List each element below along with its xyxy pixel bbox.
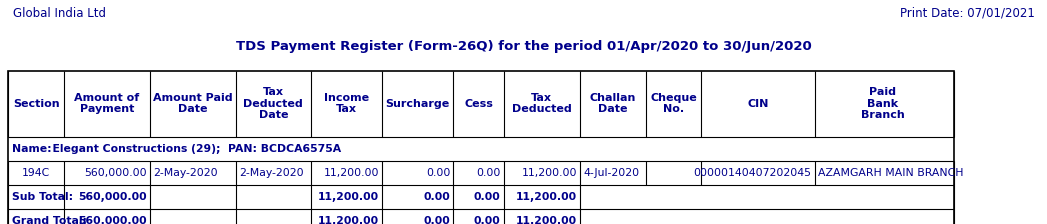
Text: Paid
Bank
Branch: Paid Bank Branch [861, 87, 905, 120]
Text: 0.00: 0.00 [426, 168, 450, 178]
Text: TDS Payment Register (Form-26Q) for the period 01/Apr/2020 to 30/Jun/2020: TDS Payment Register (Form-26Q) for the … [236, 40, 811, 53]
Text: CIN: CIN [748, 99, 768, 109]
Text: Print Date: 07/01/2021: Print Date: 07/01/2021 [899, 7, 1034, 20]
Text: 0.00: 0.00 [476, 168, 500, 178]
Text: Global India Ltd: Global India Ltd [13, 7, 106, 20]
Text: 4-Jul-2020: 4-Jul-2020 [583, 168, 640, 178]
Text: 0.00: 0.00 [423, 215, 450, 224]
Text: Name:: Name: [12, 144, 51, 154]
Text: Elegant Constructions (29);  PAN: BCDCA6575A: Elegant Constructions (29); PAN: BCDCA65… [45, 144, 341, 154]
Text: 560,000.00: 560,000.00 [77, 192, 147, 202]
Text: Income
Tax: Income Tax [324, 93, 370, 114]
Text: Tax
Deducted
Date: Tax Deducted Date [243, 87, 304, 120]
Text: Sub Total:: Sub Total: [12, 192, 72, 202]
Text: 11,200.00: 11,200.00 [324, 168, 379, 178]
Text: Surcharge: Surcharge [385, 99, 450, 109]
Text: 11,200.00: 11,200.00 [318, 215, 379, 224]
Text: 0.00: 0.00 [473, 215, 500, 224]
Text: 11,200.00: 11,200.00 [516, 215, 577, 224]
Text: Section: Section [13, 99, 60, 109]
Text: 2-May-2020: 2-May-2020 [239, 168, 304, 178]
Text: Grand Total:: Grand Total: [12, 215, 87, 224]
Bar [8, 71, 954, 224]
Text: 11,200.00: 11,200.00 [318, 192, 379, 202]
Text: 560,000.00: 560,000.00 [84, 168, 147, 178]
Text: 194C: 194C [22, 168, 50, 178]
Text: Amount of
Payment: Amount of Payment [74, 93, 139, 114]
Text: 0.00: 0.00 [423, 192, 450, 202]
Text: AZAMGARH MAIN BRANCH: AZAMGARH MAIN BRANCH [818, 168, 963, 178]
Text: Tax
Deducted: Tax Deducted [512, 93, 572, 114]
Text: 11,200.00: 11,200.00 [516, 192, 577, 202]
Text: 560,000.00: 560,000.00 [77, 215, 147, 224]
Text: 2-May-2020: 2-May-2020 [153, 168, 218, 178]
Text: 11,200.00: 11,200.00 [521, 168, 577, 178]
Text: Cheque
No.: Cheque No. [650, 93, 697, 114]
Text: 0.00: 0.00 [473, 192, 500, 202]
Text: 00000140407202045: 00000140407202045 [693, 168, 811, 178]
Text: Cess: Cess [464, 99, 493, 109]
Text: Amount Paid
Date: Amount Paid Date [153, 93, 232, 114]
Text: Challan
Date: Challan Date [589, 93, 637, 114]
